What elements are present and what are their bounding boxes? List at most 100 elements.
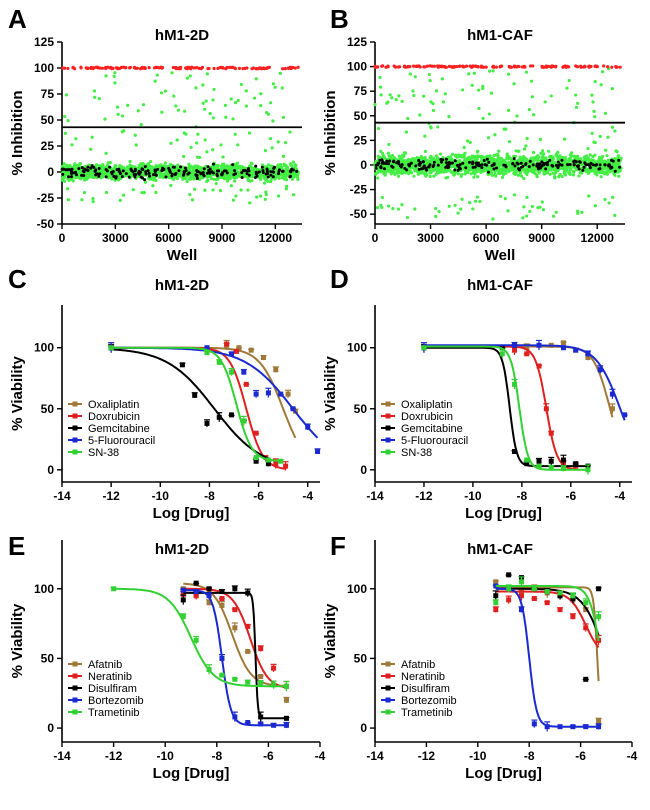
sample-point xyxy=(174,104,178,108)
panel-letter: C xyxy=(8,264,27,294)
sample-point xyxy=(149,159,153,164)
negative-control-point xyxy=(471,165,475,169)
negative-control-point xyxy=(112,174,116,178)
sample-point xyxy=(146,162,151,166)
y-tick-label: 0 xyxy=(360,158,367,172)
legend-label: Oxaliplatin xyxy=(401,399,452,411)
sample-point xyxy=(203,138,207,142)
sample-point xyxy=(592,140,596,144)
sample-point xyxy=(438,152,443,156)
data-point xyxy=(243,381,249,387)
legend-marker xyxy=(385,449,391,455)
negative-control-point xyxy=(295,169,299,173)
sample-point xyxy=(244,104,249,108)
negative-control-point xyxy=(247,167,251,171)
positive-control-point xyxy=(66,66,70,71)
series-trametinib xyxy=(110,586,290,692)
sample-point xyxy=(194,165,198,169)
sample-point xyxy=(71,179,75,183)
positive-control-point xyxy=(259,66,263,71)
legend-marker xyxy=(385,401,391,407)
sample-point xyxy=(214,166,218,171)
negative-control-point xyxy=(108,165,112,169)
sample-point xyxy=(187,162,191,166)
sample-point xyxy=(430,157,434,161)
sample-point xyxy=(246,188,250,192)
sample-point xyxy=(447,204,451,208)
sample-point xyxy=(490,173,495,177)
negative-control-point xyxy=(271,170,275,174)
positive-control-point xyxy=(128,65,132,70)
sample-point xyxy=(428,174,432,179)
sample-point xyxy=(551,214,556,218)
negative-control-point xyxy=(247,173,251,177)
sample-point xyxy=(499,194,503,198)
sample-point xyxy=(140,190,144,195)
y-tick-label: 25 xyxy=(41,139,55,153)
data-point xyxy=(493,579,499,585)
data-point xyxy=(560,466,566,472)
legend-label: Bortezomib xyxy=(88,695,144,707)
sample-point xyxy=(463,172,467,176)
sample-point xyxy=(450,170,454,175)
positive-control-point xyxy=(443,65,447,69)
sample-point xyxy=(522,176,526,181)
data-point xyxy=(493,583,499,589)
positive-control-point xyxy=(296,65,300,69)
sample-point xyxy=(619,156,623,160)
sample-point xyxy=(116,105,120,109)
sample-point xyxy=(153,79,157,83)
sample-point xyxy=(103,117,107,121)
sample-point xyxy=(231,198,236,202)
data-point xyxy=(421,345,427,351)
negative-control-point xyxy=(86,165,90,169)
sample-point xyxy=(429,125,433,129)
sample-point xyxy=(380,195,384,200)
negative-control-point xyxy=(436,163,440,167)
sample-point xyxy=(113,81,117,85)
sample-point xyxy=(599,175,603,179)
sample-point xyxy=(489,170,494,175)
sample-point xyxy=(203,107,207,111)
positive-control-point xyxy=(229,65,233,70)
positive-control-point xyxy=(423,65,427,69)
sample-point xyxy=(530,204,534,209)
x-tick-label: -12 xyxy=(418,749,436,763)
positive-control-point xyxy=(618,65,622,69)
sample-point xyxy=(65,165,69,169)
sample-point xyxy=(283,163,287,168)
sample-point xyxy=(231,165,235,170)
sample-point xyxy=(284,171,288,175)
data-point xyxy=(290,406,296,412)
negative-control-point xyxy=(379,166,383,170)
data-point xyxy=(193,580,199,586)
negative-control-point xyxy=(588,164,592,168)
fit-curve xyxy=(111,346,281,462)
sample-point xyxy=(211,148,215,152)
x-tick-label: -8 xyxy=(211,749,222,763)
data-point xyxy=(229,351,235,357)
negative-control-point xyxy=(540,160,544,164)
negative-control-point xyxy=(280,169,284,173)
data-point xyxy=(219,672,225,678)
y-tick-label: 50 xyxy=(41,651,55,665)
data-point xyxy=(285,391,291,397)
sample-point xyxy=(215,177,219,181)
sample-point xyxy=(616,162,620,166)
sample-point xyxy=(244,174,248,178)
data-point xyxy=(536,342,542,348)
negative-control-point xyxy=(425,168,429,172)
sample-point xyxy=(463,151,467,155)
sample-point xyxy=(496,161,501,165)
data-point xyxy=(180,614,186,620)
sample-point xyxy=(386,151,390,155)
sample-point xyxy=(511,167,515,171)
negative-control-point xyxy=(417,162,421,166)
sample-point xyxy=(477,88,481,92)
sample-point xyxy=(509,157,513,161)
sample-point xyxy=(397,170,401,174)
positive-control-point xyxy=(566,65,571,69)
sample-point xyxy=(194,86,198,90)
data-point xyxy=(265,461,271,467)
